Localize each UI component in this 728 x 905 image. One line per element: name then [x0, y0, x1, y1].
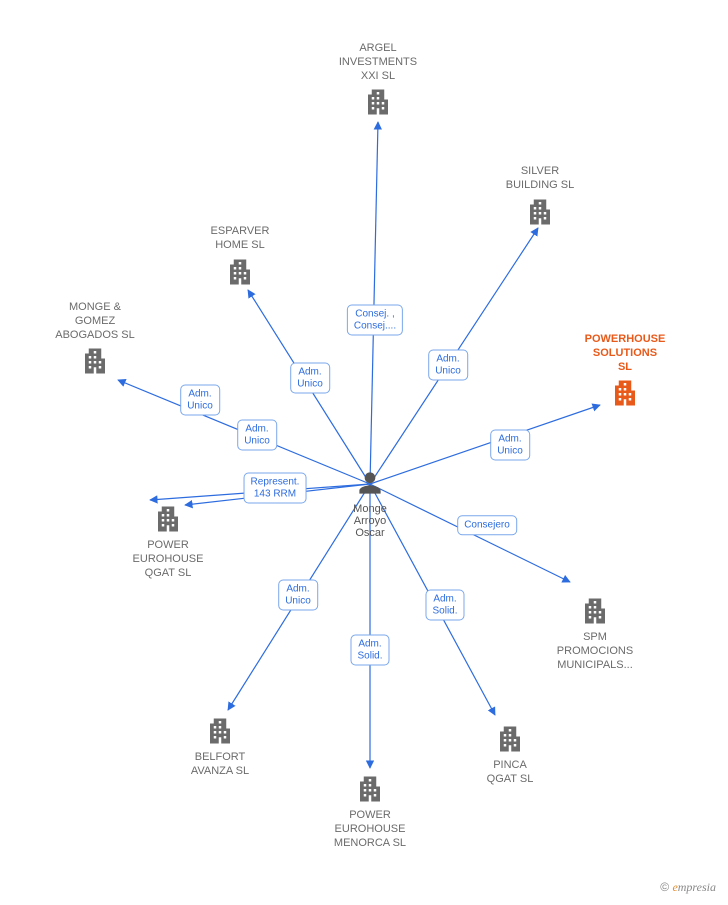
company-label: POWEREUROHOUSEMENORCA SL [315, 809, 425, 850]
edge-label-silver: Adm.Unico [428, 350, 468, 381]
company-node-pinca[interactable]: PINCAQGAT SL [455, 720, 565, 787]
copyright: © empresia [660, 880, 716, 895]
company-label: PINCAQGAT SL [455, 759, 565, 787]
building-icon [455, 724, 565, 759]
company-label: POWEREUROHOUSEQGAT SL [113, 539, 223, 580]
building-icon [185, 257, 295, 292]
building-icon [570, 378, 680, 413]
company-node-eurohouse_qgat[interactable]: POWEREUROHOUSEQGAT SL [113, 500, 223, 580]
company-label: BELFORTAVANZA SL [165, 751, 275, 779]
company-node-eurohouse_menorca[interactable]: POWEREUROHOUSEMENORCA SL [315, 770, 425, 850]
brand-rest: mpresia [678, 880, 716, 894]
person-icon [330, 470, 410, 503]
edge-label-eurohouse_qgat: Represent.143 RRM [244, 473, 307, 504]
building-icon [323, 87, 433, 122]
company-label: ARGELINVESTMENTSXXI SL [323, 42, 433, 83]
company-label: SPMPROMOCIONSMUNICIPALS... [540, 631, 650, 672]
edge-label-spm: Consejero [457, 515, 517, 535]
company-node-powerhouse[interactable]: POWERHOUSESOLUTIONSSL [570, 333, 680, 413]
edge-label-mongegomez: Adm.Unico [237, 420, 277, 451]
company-node-spm[interactable]: SPMPROMOCIONSMUNICIPALS... [540, 592, 650, 672]
company-node-belfort[interactable]: BELFORTAVANZA SL [165, 712, 275, 779]
edge-label-powerhouse: Adm.Unico [490, 430, 530, 461]
edge-label-mongegomez-b: Adm.Unico [180, 385, 220, 416]
company-node-silver[interactable]: SILVERBUILDING SL [485, 165, 595, 232]
copyright-symbol: © [660, 880, 669, 894]
company-label: ESPARVERHOME SL [185, 225, 295, 253]
edge-to-argel [370, 122, 378, 484]
edge-label-argel: Consej. ,Consej.... [347, 305, 403, 336]
diagram-canvas: ARGELINVESTMENTSXXI SL SILVERBUILDING SL E… [0, 0, 728, 905]
center-person-node[interactable]: MongeArroyoOscar [330, 470, 410, 539]
company-label: SILVERBUILDING SL [485, 165, 595, 193]
company-label: MONGE &GOMEZABOGADOS SL [40, 301, 150, 342]
edge-label-pinca: Adm.Solid. [425, 590, 464, 621]
building-icon [485, 197, 595, 232]
building-icon [540, 596, 650, 631]
center-label: MongeArroyoOscar [330, 503, 410, 539]
building-icon [40, 346, 150, 381]
building-icon [315, 774, 425, 809]
edge-label-belfort: Adm.Unico [278, 580, 318, 611]
company-node-esparver[interactable]: ESPARVERHOME SL [185, 225, 295, 292]
edge-label-eurohouse_menorca: Adm.Solid. [350, 635, 389, 666]
company-node-argel[interactable]: ARGELINVESTMENTSXXI SL [323, 42, 433, 122]
building-icon [165, 716, 275, 751]
building-icon [113, 504, 223, 539]
company-label: POWERHOUSESOLUTIONSSL [570, 333, 680, 374]
company-node-mongegomez[interactable]: MONGE &GOMEZABOGADOS SL [40, 301, 150, 381]
edge-label-esparver: Adm.Unico [290, 363, 330, 394]
